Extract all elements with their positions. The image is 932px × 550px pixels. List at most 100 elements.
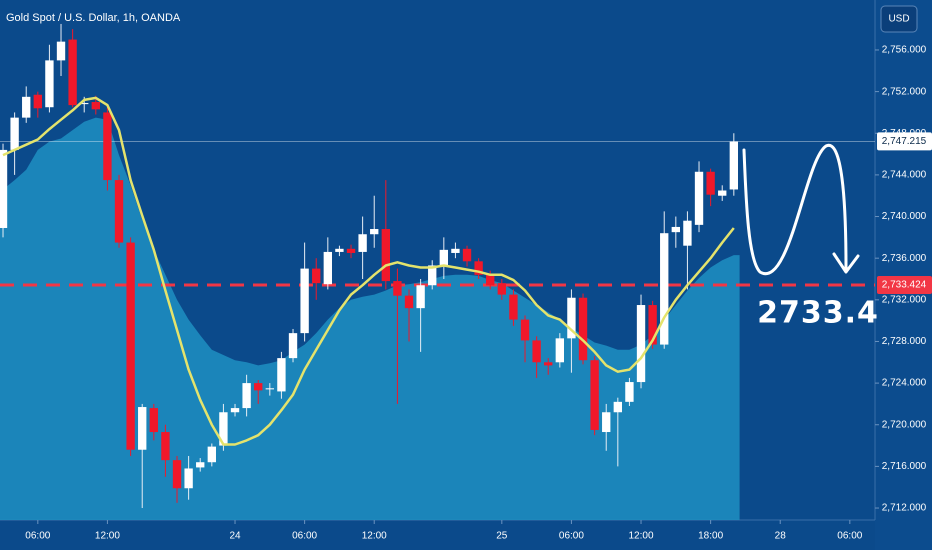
candle-body <box>416 285 425 309</box>
candle-body <box>613 401 623 413</box>
moving-average-layer <box>2 96 735 446</box>
area-layer <box>0 117 740 520</box>
candle-body <box>230 408 240 413</box>
candle-body <box>718 190 727 196</box>
x-tick-label: 06:00 <box>25 531 50 542</box>
candle-body <box>497 283 506 295</box>
y-tick-label: 2,752.000 <box>882 86 927 97</box>
candle-body <box>439 249 448 266</box>
candle-body <box>138 407 147 450</box>
candle-body <box>544 362 553 366</box>
candle-body <box>312 268 321 284</box>
candle-body <box>56 41 66 61</box>
candle-body <box>277 358 286 392</box>
y-tick-label: 2,712.000 <box>882 503 927 514</box>
y-tick-label: 2,724.000 <box>882 378 927 389</box>
moving-average <box>2 96 735 446</box>
candle-body <box>451 248 460 253</box>
price-label: 2,747.215 <box>882 136 927 147</box>
x-tick-label: 06:00 <box>292 531 317 542</box>
price-label: 2,733.424 <box>882 280 927 291</box>
candle-body <box>462 248 472 262</box>
x-tick-label: 25 <box>496 531 508 542</box>
x-tick-label: 24 <box>229 531 241 542</box>
candle-body <box>172 460 182 489</box>
candle-body <box>161 432 170 461</box>
candle-body <box>474 261 483 275</box>
x-tick-label: 06:00 <box>837 531 862 542</box>
candle-body <box>68 39 77 106</box>
candle-body <box>648 305 657 345</box>
y-tick-label: 2,736.000 <box>882 253 927 264</box>
candle-body <box>346 248 356 253</box>
price-axis-panel <box>875 0 932 550</box>
candle-body <box>358 234 367 252</box>
x-tick-label: 12:00 <box>95 531 120 542</box>
candle-body <box>80 103 89 105</box>
candle-layer <box>0 23 739 509</box>
annotation: 2733.4 <box>757 296 879 331</box>
candle-body <box>660 233 669 345</box>
candle-body <box>393 281 402 296</box>
candle-body <box>683 220 692 246</box>
currency-button[interactable] <box>880 5 918 33</box>
candle-body <box>671 226 681 233</box>
candle-body <box>33 94 42 109</box>
candle-body <box>219 412 228 446</box>
x-tick-label: 12:00 <box>362 531 387 542</box>
y-tick-label: 2,728.000 <box>882 336 927 347</box>
candle-body <box>288 333 298 359</box>
candle-body <box>590 360 599 430</box>
chart-title: Gold Spot / U.S. Dollar, 1h, OANDA <box>6 12 181 24</box>
x-tick-label: 12:00 <box>629 531 654 542</box>
candle-body <box>370 229 379 235</box>
x-tick-label: 18:00 <box>698 531 723 542</box>
candle-body <box>520 319 530 341</box>
candle-body <box>184 468 193 489</box>
candle-body <box>45 60 54 108</box>
currency-label[interactable]: USD <box>888 14 909 25</box>
y-tick-label: 2,740.000 <box>882 211 927 222</box>
candle-body <box>428 265 437 286</box>
candle-body <box>323 251 332 285</box>
price-line-layer <box>0 141 875 287</box>
candle-body <box>486 274 495 286</box>
y-tick-label: 2,720.000 <box>882 419 927 430</box>
x-tick-label: 06:00 <box>559 531 584 542</box>
candle-body <box>254 383 263 391</box>
drawn-arrow <box>742 143 860 276</box>
candle-body <box>602 412 611 433</box>
candle-body <box>242 383 251 409</box>
candle-body <box>729 141 739 190</box>
candle-body <box>532 340 541 363</box>
candle-body <box>625 382 634 402</box>
candle-body <box>335 248 344 252</box>
candle-body <box>567 297 576 339</box>
y-tick-label: 2,744.000 <box>882 170 927 181</box>
candle-body <box>0 149 8 228</box>
candle-body <box>509 294 518 320</box>
candle-body <box>22 96 31 118</box>
y-tick-label: 2,716.000 <box>882 461 927 472</box>
axis-layer: 2,712.000 2,716.000 2,720.000 2,724.000 2,72… <box>25 45 932 542</box>
candle-body <box>555 338 564 363</box>
candle-body <box>10 117 19 150</box>
candle-body <box>381 229 390 282</box>
price-label-box <box>877 132 932 151</box>
x-tick-label: 28 <box>775 531 787 542</box>
price-label-box <box>877 275 932 294</box>
candle-body <box>114 180 124 243</box>
candle-body <box>207 446 216 463</box>
candle-body <box>636 305 646 383</box>
candle-body <box>149 408 158 433</box>
candle-body <box>694 171 704 225</box>
candle-body <box>91 102 100 110</box>
candle-body <box>265 388 274 390</box>
candle-body <box>404 295 414 309</box>
y-tick-label: 2,756.000 <box>882 45 927 56</box>
candle-body <box>196 462 205 468</box>
candle-body <box>578 297 588 361</box>
area <box>0 117 740 520</box>
